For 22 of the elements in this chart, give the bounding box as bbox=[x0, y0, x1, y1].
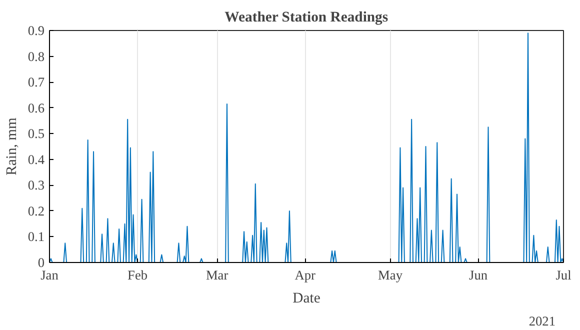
text: 2021 bbox=[528, 314, 556, 328]
y-tick-label: 0 bbox=[38, 255, 45, 270]
y-axis-title: Rain, mm bbox=[4, 116, 20, 176]
x-tick-label: May bbox=[378, 268, 403, 282]
y-tick-label: 0.6 bbox=[28, 100, 45, 116]
y-tick-label: 0.8 bbox=[28, 48, 45, 64]
x-tick-label: Jan bbox=[40, 268, 59, 282]
y-tick-label: 0.3 bbox=[28, 178, 45, 193]
x-axis-title: Date bbox=[292, 290, 320, 306]
chart-title: Weather Station Readings bbox=[224, 10, 388, 26]
y-tick-label: 0.1 bbox=[28, 229, 45, 244]
y-tick-label: 0.7 bbox=[28, 74, 45, 90]
x-tick-label: Jun bbox=[469, 268, 488, 282]
x-tick-label: Apr bbox=[294, 268, 316, 282]
y-tick-label: 0.9 bbox=[28, 23, 45, 38]
y-tick-label: 0.5 bbox=[28, 126, 45, 142]
line-series bbox=[50, 32, 564, 262]
x-tick-label: Feb bbox=[128, 268, 148, 282]
y-tick-label: 0.2 bbox=[28, 203, 45, 218]
y-tick-label: 0.4 bbox=[28, 152, 45, 167]
x-tick-label: Mar bbox=[206, 268, 229, 282]
x-tick-label: Jul bbox=[556, 268, 572, 282]
